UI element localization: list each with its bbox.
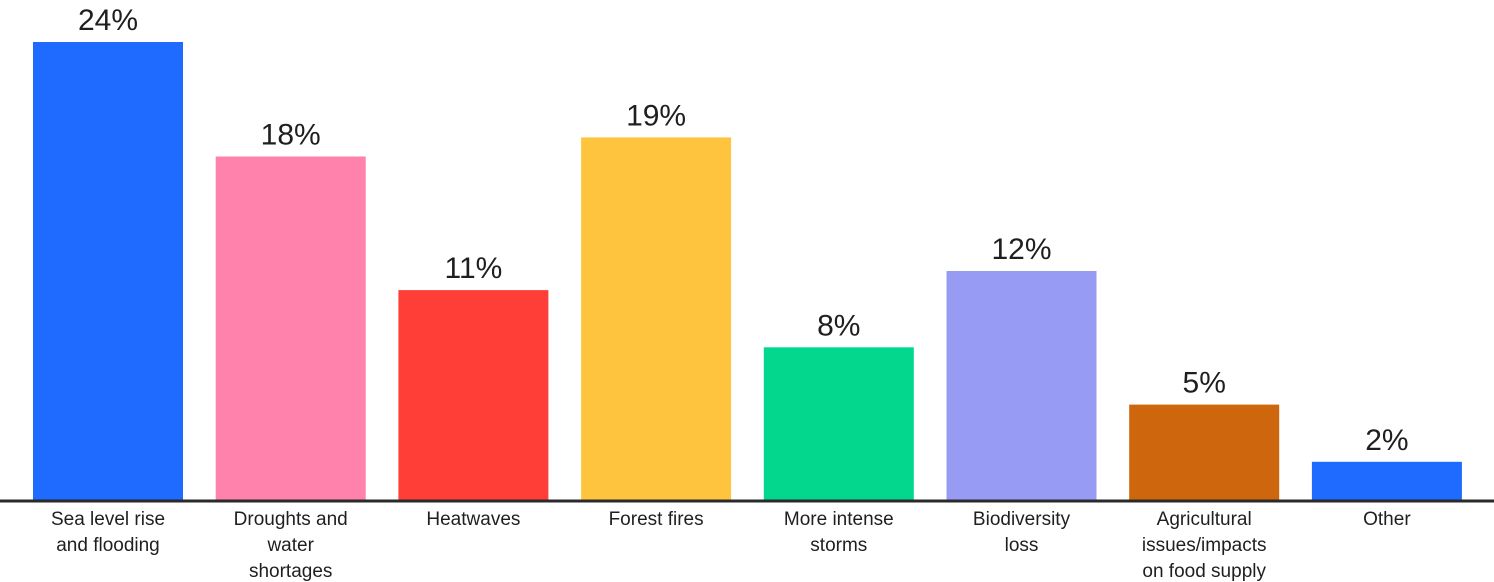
value-label-5: 8% xyxy=(817,309,860,342)
bar-1 xyxy=(33,42,183,500)
category-label-5: More intense storms xyxy=(784,509,894,556)
value-labels-group: 24% 18% 11% 19% 8% 12% 5% 2% xyxy=(78,4,1409,457)
value-label-1: 24% xyxy=(78,4,138,37)
category-label-3: Heatwaves xyxy=(426,509,520,530)
bar-7 xyxy=(1129,404,1280,500)
category-label-2: Droughts and water shortages xyxy=(234,509,348,582)
bar-4 xyxy=(581,137,732,500)
value-label-3: 11% xyxy=(444,252,502,285)
value-label-8: 2% xyxy=(1365,424,1408,457)
category-label-4: Forest fires xyxy=(609,509,704,530)
bar-5 xyxy=(763,347,914,500)
value-label-2: 18% xyxy=(261,119,321,152)
value-label-6: 12% xyxy=(991,233,1051,266)
category-labels-group: Sea level rise and flooding Droughts and wa… xyxy=(51,509,1411,582)
bars-group xyxy=(33,42,1462,500)
category-label-1: Sea level rise and flooding xyxy=(51,509,165,556)
value-label-7: 5% xyxy=(1183,367,1226,400)
bar-6 xyxy=(946,271,1097,500)
bar-2 xyxy=(215,156,366,500)
value-label-4: 19% xyxy=(626,99,686,132)
bar-3 xyxy=(398,290,549,500)
category-label-6: Biodiversity loss xyxy=(973,509,1071,556)
category-label-8: Other xyxy=(1363,509,1411,530)
bar-8 xyxy=(1311,461,1462,500)
category-label-7: Agricultural issues/impacts on food supply xyxy=(1142,509,1267,582)
